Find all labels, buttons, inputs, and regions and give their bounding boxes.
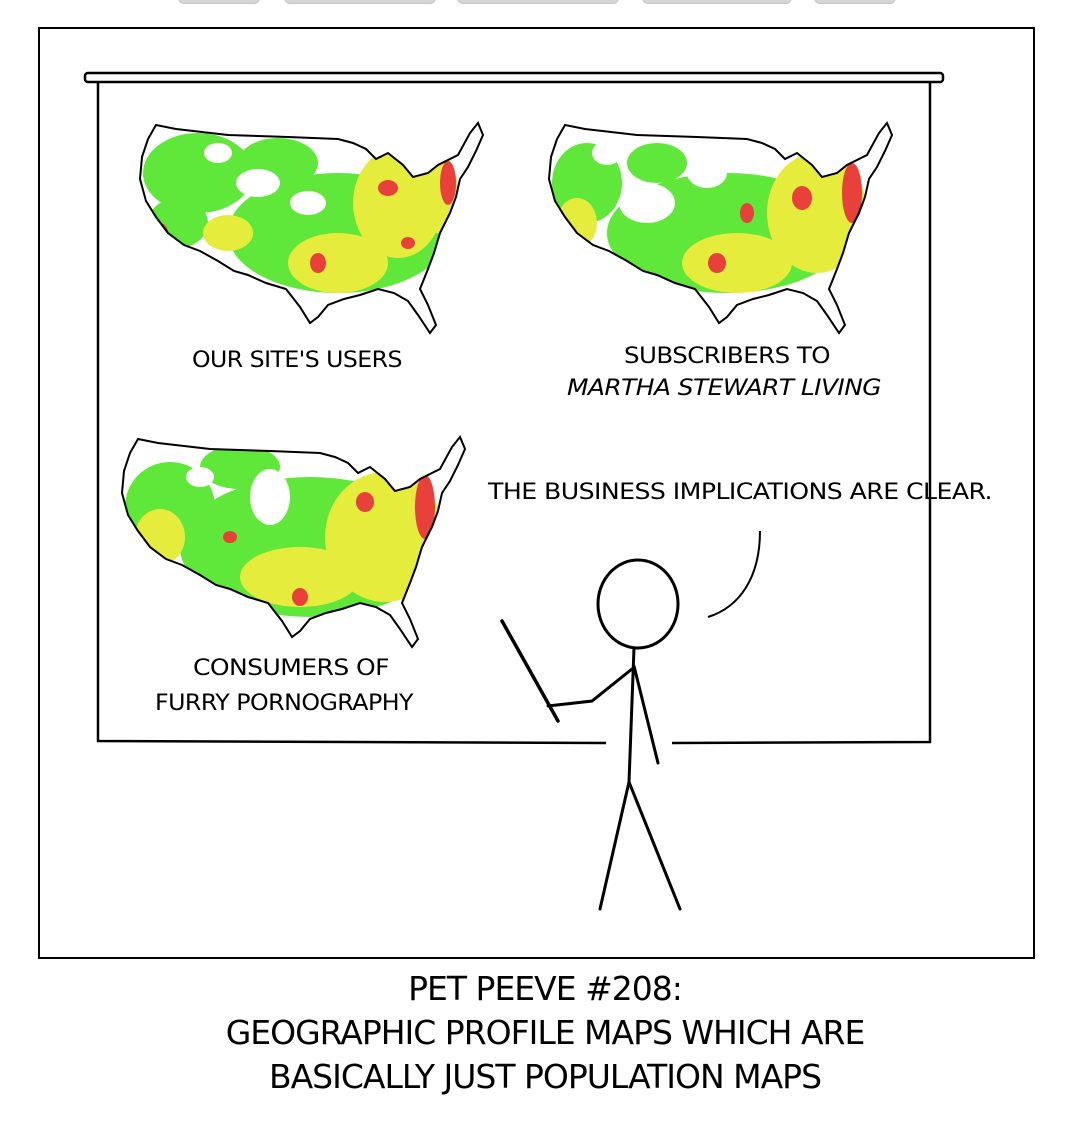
caption-line-1: GEOGRAPHIC PROFILE MAPS WHICH ARE bbox=[225, 1013, 866, 1052]
comic-panel: OUR SITE'S USERS SUBSCRIBERS TO MARTHA S… bbox=[38, 27, 1035, 959]
nav-button-prev[interactable] bbox=[284, 0, 436, 4]
map-furry bbox=[120, 435, 467, 649]
map-label-furry-line1: CONSUMERS OF bbox=[193, 656, 389, 681]
map-martha-stewart bbox=[547, 121, 894, 335]
stick-figure bbox=[500, 558, 682, 911]
map-label-furry-line2: FURRY PORNOGRAPHY bbox=[155, 691, 414, 716]
stick-figure-front-arm bbox=[546, 667, 634, 708]
projection-screen bbox=[83, 71, 945, 745]
pointer-stick bbox=[500, 619, 560, 723]
stick-figure-body bbox=[627, 646, 636, 784]
stick-figure-back-arm bbox=[632, 664, 660, 765]
nav-button-random[interactable] bbox=[457, 0, 619, 4]
map-label-martha-line2: MARTHA STEWART LIVING bbox=[567, 376, 881, 401]
caption-title: PET PEEVE #208: bbox=[408, 969, 683, 1008]
caption-line-2: BASICALLY JUST POPULATION MAPS bbox=[268, 1057, 822, 1096]
map-site-users bbox=[138, 121, 485, 335]
map-label-site-users: OUR SITE'S USERS bbox=[192, 348, 402, 373]
speech-tail bbox=[707, 530, 761, 618]
comic-scene: OUR SITE'S USERS SUBSCRIBERS TO MARTHA S… bbox=[83, 71, 993, 911]
comic-caption: PET PEEVE #208: GEOGRAPHIC PROFILE MAPS … bbox=[0, 967, 1090, 1099]
map-label-martha-line1: SUBSCRIBERS TO bbox=[624, 344, 830, 369]
nav-button-last[interactable] bbox=[814, 0, 896, 4]
stick-figure-left-leg bbox=[598, 780, 631, 911]
stick-figure-right-leg bbox=[627, 780, 682, 911]
speech-text: THE BUSINESS IMPLICATIONS ARE CLEAR. bbox=[487, 480, 992, 505]
nav-button-next[interactable] bbox=[642, 0, 792, 4]
nav-button-first[interactable] bbox=[178, 0, 260, 4]
stick-figure-head bbox=[596, 558, 680, 650]
